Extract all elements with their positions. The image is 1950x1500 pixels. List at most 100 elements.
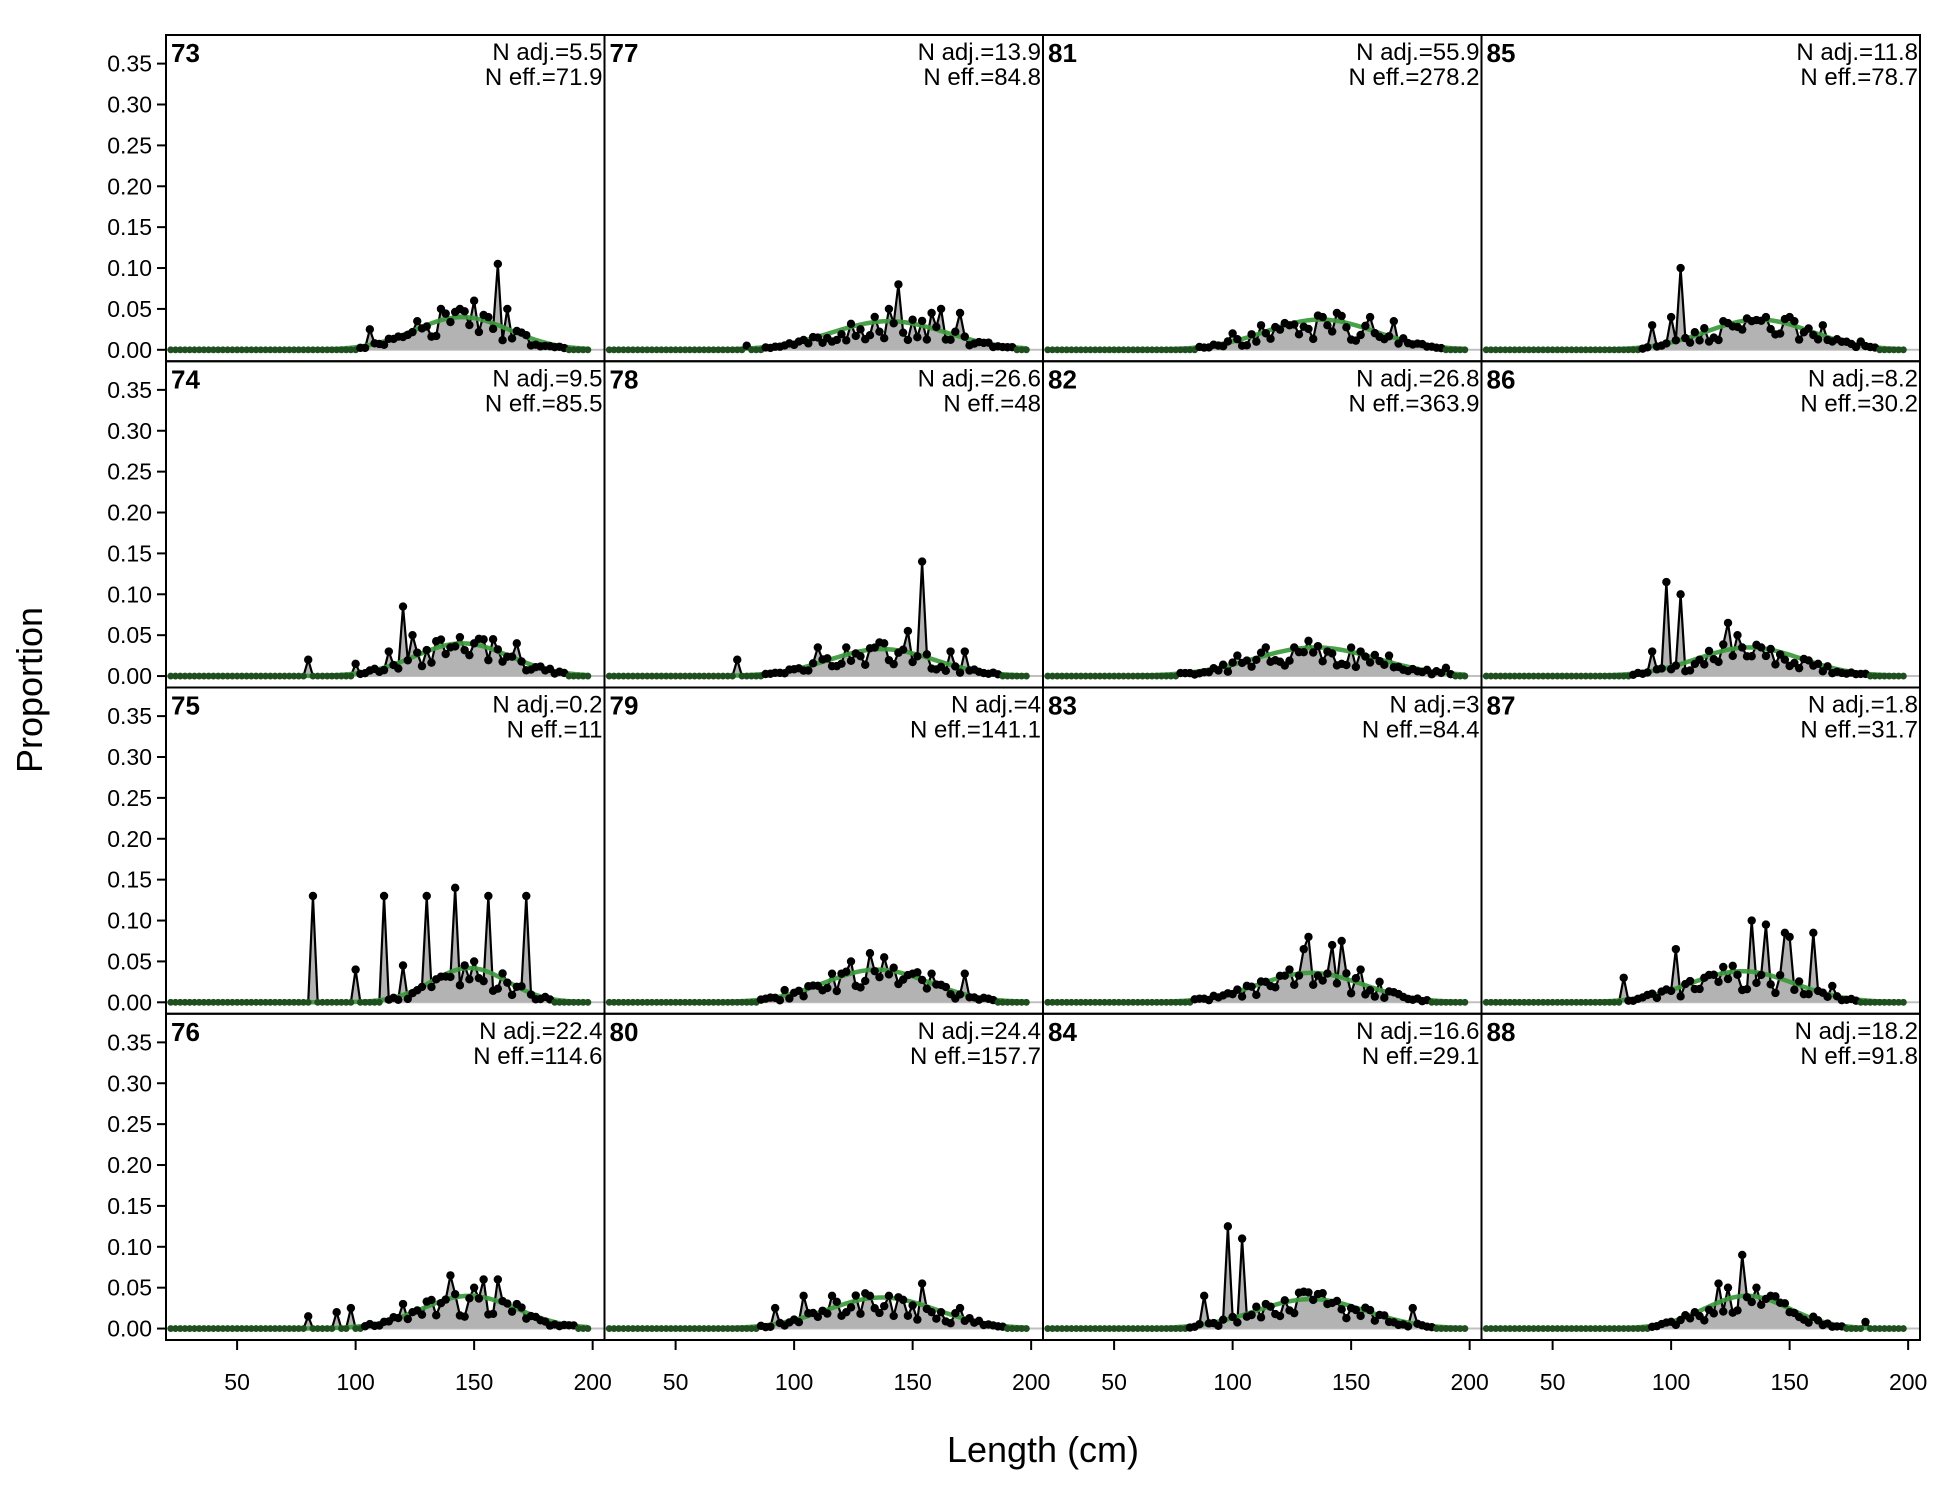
observed-point: [228, 672, 236, 680]
observed-point: [1105, 1325, 1113, 1332]
observed-point: [1318, 312, 1327, 322]
observed-point: [1563, 346, 1571, 354]
observed-point: [186, 998, 194, 1006]
observed-point: [243, 1325, 250, 1332]
observed-point: [479, 1275, 488, 1284]
observed-point: [1309, 648, 1318, 657]
observed-point: [1247, 1310, 1256, 1320]
observed-point: [570, 672, 578, 680]
observed-point: [1520, 998, 1528, 1006]
observed-point: [565, 998, 573, 1006]
observed-point: [379, 340, 389, 350]
observed-point: [176, 672, 184, 680]
observed-point: [455, 632, 465, 642]
observed-point: [898, 1295, 908, 1305]
observed-point: [1876, 346, 1884, 354]
observed-point: [413, 648, 422, 657]
observed-point: [875, 972, 884, 982]
observed-point: [366, 998, 374, 1006]
observed-point: [851, 331, 860, 341]
observed-point: [450, 883, 460, 893]
observed-point: [615, 346, 623, 354]
observed-point: [1790, 985, 1799, 995]
panel-year-label: 74: [171, 364, 200, 394]
observed-point: [1881, 346, 1888, 354]
observed-point: [808, 659, 818, 668]
observed-point: [1671, 944, 1681, 954]
observed-point: [314, 998, 322, 1006]
observed-point: [1747, 652, 1756, 661]
observed-point: [738, 998, 746, 1006]
observed-point: [1299, 648, 1308, 657]
observed-point: [1049, 1325, 1056, 1332]
observed-point: [1534, 672, 1542, 680]
observed-point: [281, 998, 288, 1006]
observed-point: [1733, 1306, 1742, 1315]
observed-point: [714, 998, 722, 1006]
observed-point: [507, 334, 517, 343]
observed-point: [309, 346, 317, 354]
observed-point: [1780, 1299, 1790, 1308]
observed-point: [1881, 672, 1888, 680]
observed-area: [170, 1275, 588, 1329]
observed-point: [1437, 998, 1445, 1006]
observed-point: [1101, 346, 1109, 354]
observed-point: [1008, 998, 1016, 1006]
observed-point: [1158, 998, 1165, 1006]
observed-point: [1704, 646, 1714, 656]
observed-point: [503, 1299, 512, 1308]
observed-point: [1252, 1302, 1261, 1311]
observed-point: [398, 961, 408, 970]
observed-point: [1351, 973, 1361, 983]
observed-point: [1804, 1318, 1813, 1327]
observed-point: [441, 309, 450, 318]
observed-point: [657, 1325, 665, 1332]
panel-n-adj: N adj.=26.8: [1356, 365, 1479, 392]
observed-point: [1610, 672, 1618, 680]
y-tick-label: 0.05: [107, 296, 152, 322]
observed-point: [1082, 346, 1090, 354]
observed-point: [1242, 341, 1252, 350]
observed-point: [214, 672, 222, 680]
observed-point: [200, 1325, 208, 1332]
observed-point: [1685, 666, 1695, 675]
observed-point: [1577, 672, 1585, 680]
observed-point: [648, 672, 656, 680]
observed-point: [710, 1325, 717, 1332]
observed-point: [1530, 1325, 1538, 1332]
observed-point: [1619, 973, 1628, 982]
observed-point: [676, 1325, 684, 1332]
observed-point: [1115, 672, 1123, 680]
observed-point: [1158, 672, 1165, 680]
observed-point: [342, 346, 350, 354]
panel-n-eff: N eff.=30.2: [1800, 390, 1918, 417]
observed-point: [729, 346, 736, 354]
observed-point: [624, 346, 632, 354]
observed-point: [960, 332, 969, 341]
observed-point: [624, 1325, 632, 1332]
observed-point: [1482, 672, 1490, 680]
observed-point: [620, 1325, 627, 1332]
observed-point: [889, 1311, 898, 1321]
observed-point: [695, 1325, 703, 1332]
x-tick-label: 100: [336, 1369, 374, 1395]
panel-73: 73 N adj.=5.5N eff.=71.9: [165, 34, 606, 363]
observed-point: [1280, 971, 1289, 980]
observed-point: [700, 1325, 708, 1332]
observed-point: [1620, 1325, 1628, 1332]
observed-point: [695, 998, 703, 1006]
observed-point: [1091, 1325, 1099, 1332]
observed-point: [1714, 1279, 1723, 1288]
observed-point: [1582, 346, 1590, 354]
observed-point: [1606, 672, 1613, 680]
observed-point: [775, 996, 785, 1005]
observed-point: [1447, 346, 1455, 354]
observed-point: [1327, 649, 1337, 658]
observed-point: [507, 1307, 517, 1316]
observed-point: [1520, 346, 1528, 354]
x-tick-label: 50: [1540, 1369, 1566, 1395]
observed-point: [1876, 1325, 1884, 1332]
observed-point: [898, 645, 908, 654]
observed-point: [667, 1325, 675, 1332]
